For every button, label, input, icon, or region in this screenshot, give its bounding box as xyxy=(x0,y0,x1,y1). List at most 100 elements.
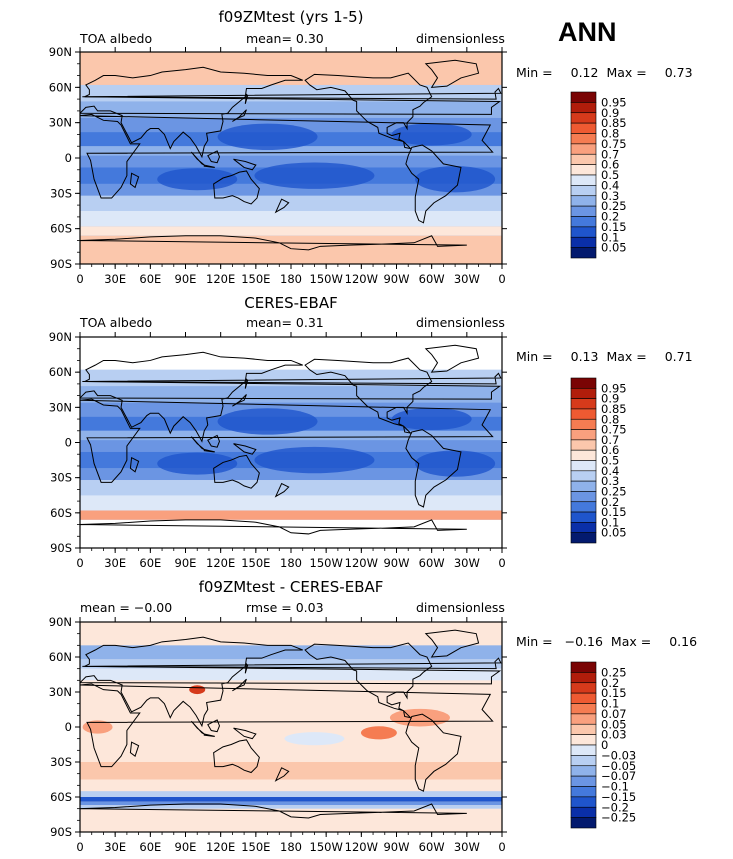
panel-3-colorbar-swatch xyxy=(570,692,597,704)
panel-2-colorbar-swatch xyxy=(570,532,597,544)
panel-1-patch xyxy=(391,123,472,146)
panel-3-coastline xyxy=(207,719,221,733)
panel-2-map: 90N 60N 30N 0 30S 60S 90S 0 30E 60E 90E 120E 150E 180… xyxy=(49,330,507,570)
panel-2-colorbar-label: 0.7 xyxy=(601,433,619,447)
panel-1-coastline xyxy=(80,66,502,159)
panel-3-patch xyxy=(284,732,345,746)
panel-2-colorbar-label: 0.9 xyxy=(601,392,619,406)
panel-2-title: CERES-EBAF xyxy=(244,294,338,312)
panel-1-colorbar-label: 0.6 xyxy=(601,158,619,172)
panel-3-lon-label: 180 xyxy=(280,840,302,854)
panel-3-colorbar-label: −0.03 xyxy=(601,748,636,762)
panel-2-patch xyxy=(391,408,472,431)
panel-3-coastline xyxy=(233,727,257,740)
panel-2-colorbar-label: 0.95 xyxy=(601,381,627,395)
panel-1-coastline xyxy=(304,72,433,150)
panel-1-band xyxy=(80,52,502,85)
panel-1-coastline xyxy=(203,164,215,168)
panel-2-coastline xyxy=(80,351,502,443)
panel-3-colorbar-swatch xyxy=(570,765,597,777)
panel-2-colorbar-label: 0.8 xyxy=(601,412,619,426)
panel-1-band xyxy=(80,235,502,264)
panel-2-max-label: Max = xyxy=(606,349,647,364)
panel-2-lat-label: 60S xyxy=(50,506,72,520)
panel-3-lon-label: 0 xyxy=(76,840,83,854)
panel-1-lon-label: 60W xyxy=(419,272,445,286)
panel-3-patch xyxy=(360,726,397,740)
panel-3-map: 90N 60N 30N 0 30S 60S 90S 0 30E 60E 90E 120E 150E 180… xyxy=(49,615,507,854)
panel-1-lon-label: 150W xyxy=(310,272,343,286)
panel-2-band xyxy=(80,430,502,441)
panel-3-units: dimensionless xyxy=(416,600,505,615)
panel-3-coastline xyxy=(80,803,467,832)
panel-3-coastline xyxy=(232,678,247,692)
panel-3-coastline xyxy=(304,642,433,719)
panel-1-lon-label: 120W xyxy=(345,272,378,286)
panel-3-colorbar-label: −0.25 xyxy=(601,811,636,825)
panel-2-colorbar-swatch xyxy=(570,480,597,492)
panel-1-lat-label: 90S xyxy=(50,257,72,271)
panel-1-colorbar-swatch xyxy=(570,195,597,207)
panel-1-band xyxy=(80,155,502,168)
panel-3-lat-label: 30N xyxy=(49,685,72,699)
panel-2-units: dimensionless xyxy=(416,315,505,330)
panel-3-colorbar-label: 0.03 xyxy=(601,728,627,742)
panel-1-colorbar-swatch xyxy=(570,164,597,176)
panel-3-band xyxy=(80,779,502,792)
panel-1-colorbar-swatch xyxy=(570,185,597,197)
panel-2-colorbar-label: 0.6 xyxy=(601,443,619,457)
panel-3-coastline xyxy=(213,739,260,774)
panel-3-colorbar-label: 0.05 xyxy=(601,717,627,731)
panel-1-colorbar-swatch xyxy=(570,91,597,103)
panel-1-colorbar-swatch xyxy=(570,205,597,217)
panel-3-coastline xyxy=(80,683,494,768)
panel-3-coastline xyxy=(405,713,462,792)
panel-1-colorbar-label: 0.95 xyxy=(601,95,627,109)
panel-1-colorbar-swatch xyxy=(570,226,597,238)
panel-1-lon-label: 30E xyxy=(104,272,126,286)
panel-3-lat-label: 60S xyxy=(50,790,72,804)
season-label: ANN xyxy=(558,17,617,47)
panel-3-field xyxy=(80,622,502,832)
panel-3-colorbar-label: −0.1 xyxy=(601,780,629,794)
panel-3-lat-label: 60N xyxy=(49,650,72,664)
panel-2-lon-label: 90E xyxy=(175,556,197,570)
panel-1-title: f09ZMtest (yrs 1-5) xyxy=(218,8,364,26)
panel-1-min-label: Min = xyxy=(516,65,553,80)
panel-2-coastline xyxy=(80,519,467,548)
panel-1-variable: TOA albedo xyxy=(80,31,153,46)
panel-2-colorbar: 0.950.90.850.80.750.70.60.50.40.30.250.2… xyxy=(570,377,627,544)
panel-2-mean: mean= 0.31 xyxy=(246,315,324,330)
panel-3-band xyxy=(80,762,502,780)
panel-2-lon-label: 120W xyxy=(345,556,378,570)
panel-2-colorbar-swatch xyxy=(570,491,597,503)
panel-2-colorbar-label: 0.1 xyxy=(601,515,619,529)
panel-1-lat-label: 30N xyxy=(49,116,72,130)
panel-2-colorbar-label: 0.4 xyxy=(601,464,619,478)
panel-3-max-label: Max = xyxy=(610,634,652,649)
panel-3-colorbar-label: 0.15 xyxy=(601,686,627,700)
panel-3-colorbar-swatch xyxy=(570,682,597,694)
panel-1-lon-label: 0 xyxy=(498,272,505,286)
panel-2-colorbar-swatch xyxy=(570,522,597,533)
panel-2-min-value: 0.13 xyxy=(570,349,599,364)
panel-1-lon-label: 150E xyxy=(241,272,270,286)
panel-1-coastline xyxy=(80,235,467,264)
panel-1-coastline xyxy=(424,59,480,88)
panel-2-coastline xyxy=(304,357,433,434)
panel-2-lon-label: 120E xyxy=(206,556,235,570)
panel-3-colorbar-swatch xyxy=(570,786,597,798)
panel-1-colorbar-swatch xyxy=(570,122,597,134)
panel-3-band xyxy=(80,801,502,806)
panel-3-band xyxy=(80,791,502,797)
panel-2-lat-label: 30S xyxy=(50,471,72,485)
panel-3-max-value: 0.16 xyxy=(669,634,698,649)
panel-1-lat-label: 30S xyxy=(50,186,72,200)
panel-3-colorbar-swatch xyxy=(570,744,597,756)
panel-1-coastline xyxy=(274,198,290,214)
panel-2-colorbar-swatch xyxy=(570,460,597,472)
panel-1-colorbar-swatch xyxy=(570,112,597,124)
panel-2-band xyxy=(80,402,502,417)
panel-1-colorbar-label: 0.1 xyxy=(601,230,619,244)
panel-2-lon-label: 150E xyxy=(241,556,270,570)
